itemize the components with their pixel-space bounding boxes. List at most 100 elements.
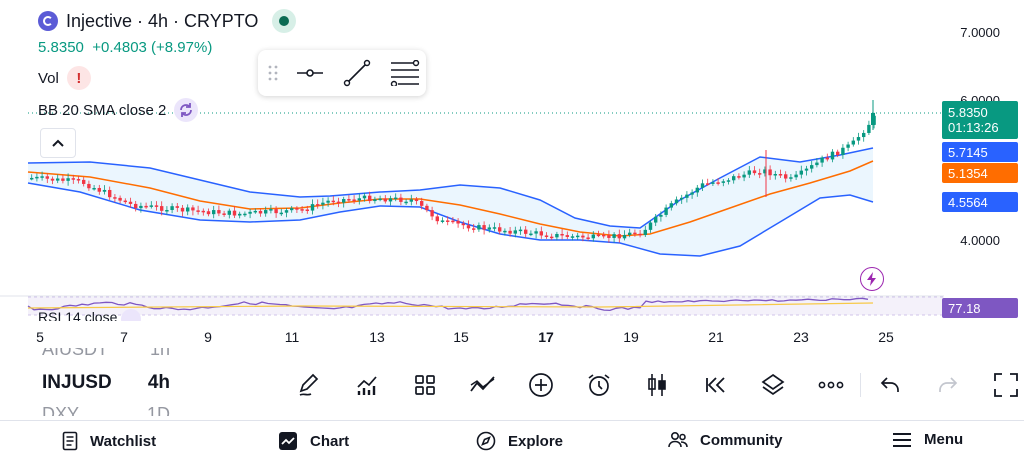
candle-body — [648, 222, 653, 230]
candle-body — [778, 174, 783, 176]
legend-bollinger[interactable]: BB 20 SMA close 2 — [38, 98, 199, 122]
current-price-value: 5.8350 — [948, 105, 988, 120]
candle-body — [862, 132, 866, 138]
candle-body — [638, 233, 642, 236]
candle-body — [264, 210, 268, 214]
fullscreen-button[interactable] — [977, 368, 1024, 402]
candle-body — [518, 229, 523, 232]
next-interval[interactable]: 1D — [146, 404, 170, 416]
candle-body — [368, 195, 372, 202]
candle-body — [747, 170, 751, 175]
candle-body — [836, 151, 840, 155]
pencil-button[interactable] — [280, 368, 338, 402]
candle-body — [336, 201, 341, 204]
compare-icon — [470, 376, 495, 392]
candle-body — [258, 210, 263, 214]
candle-body — [596, 234, 601, 237]
drag-handle-icon[interactable] — [268, 64, 278, 82]
candle-body — [622, 235, 627, 239]
candle-body — [654, 216, 658, 223]
compass-icon — [476, 431, 496, 451]
nav-explore-label: Explore — [508, 432, 564, 450]
current-symbol[interactable]: INJUSD — [42, 372, 112, 393]
candle-body — [102, 189, 107, 192]
candle-body — [165, 210, 169, 212]
fib-retracement-icon[interactable] — [390, 60, 420, 86]
candle-body — [492, 227, 497, 229]
trend-line-icon[interactable] — [342, 58, 372, 88]
more-button[interactable] — [802, 368, 860, 402]
candle-body — [56, 178, 60, 181]
time-tick: 5 — [36, 329, 44, 345]
candle-body — [305, 209, 309, 212]
candle-body — [414, 199, 419, 202]
chart-type-button[interactable] — [628, 368, 686, 402]
candle-body — [674, 199, 679, 204]
legend-volume[interactable]: Vol ! — [38, 66, 91, 90]
compare-button[interactable] — [454, 368, 512, 402]
symbol-title[interactable]: Injective · 4h · CRYPTO — [66, 10, 259, 31]
nav-watchlist[interactable]: Watchlist — [62, 431, 156, 451]
candle-body — [513, 230, 517, 234]
candle-body — [300, 209, 304, 211]
chart-toolbar — [280, 368, 1024, 402]
layers-icon — [761, 373, 785, 396]
redo-button[interactable] — [919, 368, 977, 402]
bb-basis-tag: 5.1354 — [942, 163, 1018, 183]
price-chart[interactable] — [0, 0, 1024, 320]
flash-icon[interactable] — [860, 267, 884, 291]
candle-body — [846, 144, 850, 148]
candle-body — [342, 199, 346, 203]
candle-body — [830, 151, 835, 160]
next-symbol[interactable]: DXY — [42, 404, 80, 416]
nav-menu[interactable]: Menu — [892, 431, 963, 448]
candle-body — [633, 232, 637, 235]
candle-body — [154, 205, 159, 207]
candle-body — [144, 205, 148, 208]
candle-body — [128, 201, 133, 204]
symbol-picker[interactable]: AIUSDT 1h INJUSD 4h DXY 1D — [42, 348, 192, 416]
collapse-legend-button[interactable] — [40, 128, 76, 158]
indicators-button[interactable] — [338, 368, 396, 402]
candle-body — [711, 182, 715, 184]
bb-upper-tag: 5.7145 — [942, 142, 1018, 162]
nav-chart-label: Chart — [310, 432, 350, 450]
undo-button[interactable] — [861, 368, 919, 402]
add-button[interactable] — [512, 368, 570, 402]
candle-body — [576, 235, 580, 238]
candle-body — [186, 207, 190, 212]
candle-body — [607, 235, 611, 238]
add-icon — [529, 373, 553, 397]
prev-interval[interactable]: 1h — [149, 348, 170, 359]
layouts-button[interactable] — [396, 368, 454, 402]
nav-explore[interactable]: Explore — [476, 431, 563, 451]
candle-body — [799, 170, 803, 175]
replay-icon — [706, 377, 725, 393]
candle-body — [35, 176, 39, 179]
candle-body — [628, 232, 632, 236]
current-interval[interactable]: 4h — [147, 372, 170, 393]
candle-body — [61, 178, 65, 181]
sync-icon[interactable] — [174, 98, 199, 122]
market-status-icon[interactable] — [272, 9, 297, 33]
prev-symbol[interactable]: AIUSDT — [42, 348, 109, 359]
time-tick: 17 — [538, 329, 554, 345]
object-tree-button[interactable] — [744, 368, 802, 402]
nav-chart[interactable]: Chart — [278, 431, 349, 451]
volume-warning-icon[interactable]: ! — [66, 66, 91, 90]
pencil-icon — [299, 373, 319, 396]
rsi-sync-icon[interactable] — [121, 309, 142, 321]
rsi-ma-line — [27, 302, 874, 309]
undo-icon — [880, 377, 899, 392]
candle-body — [284, 210, 289, 213]
nav-community[interactable]: Community — [668, 431, 783, 449]
candle-body — [113, 197, 117, 199]
candle-body — [742, 174, 746, 178]
horizontal-line-icon[interactable] — [296, 63, 324, 83]
candle-body — [134, 203, 138, 209]
alert-button[interactable] — [570, 368, 628, 402]
candle-body — [378, 198, 382, 201]
replay-button[interactable] — [686, 368, 744, 402]
rsi-legend[interactable]: RSI 14 close — [38, 309, 142, 321]
candle-body — [669, 203, 673, 208]
